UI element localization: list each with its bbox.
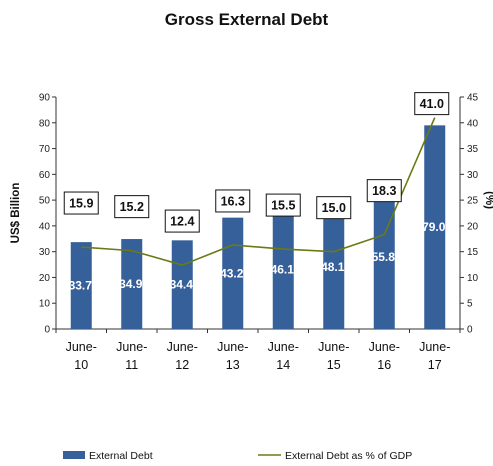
x-tick-label-line1: June- — [369, 340, 400, 354]
y-tick-label: 0 — [44, 325, 50, 336]
y2-tick-label: 10 — [467, 273, 479, 284]
pct-label-text: 16.3 — [221, 194, 245, 208]
pct-label: 15.0 — [316, 196, 352, 220]
bar — [424, 125, 446, 329]
bar — [121, 239, 143, 329]
axes: 0 10 20 30 40 50 60 70 80 90 0 5 10 15 20 25 30 35 40 45 — [39, 93, 479, 336]
y-tick-label: 40 — [39, 221, 51, 232]
bar — [323, 205, 345, 329]
y-axis-title-text: US$ Billion — [10, 183, 22, 244]
y-tick-label: 10 — [39, 299, 51, 310]
y2-tick-label: 15 — [467, 247, 479, 258]
pct-label: 41.0 — [414, 92, 450, 116]
bar — [70, 242, 92, 329]
bar-value-label: 43.2 — [220, 266, 244, 280]
bars — [70, 125, 446, 329]
x-tick-label-line2: 17 — [428, 358, 442, 372]
bar-value-label: 79.0 — [422, 220, 446, 234]
bar-value-label: 55.8 — [372, 250, 396, 264]
pct-label-text: 12.4 — [170, 215, 194, 229]
pct-label-text: 41.0 — [420, 97, 444, 111]
x-tick-label-line1: June- — [217, 340, 248, 354]
pct-label: 18.3 — [366, 179, 402, 203]
x-tick-label-line1: June- — [66, 340, 97, 354]
x-tick-label-line2: 12 — [175, 358, 189, 372]
pct-label-box — [164, 209, 200, 233]
y2-tick-label: 30 — [467, 170, 479, 181]
y-axis-title: US$ Billion — [10, 183, 22, 244]
x-tick-label-line2: 15 — [327, 358, 341, 372]
y2-tick-label: 20 — [467, 221, 479, 232]
y-tick-label: 60 — [39, 170, 51, 181]
pct-label-text: 15.5 — [271, 199, 295, 213]
pct-label: 15.5 — [265, 193, 301, 217]
x-tick-label-line2: 13 — [226, 358, 240, 372]
pct-label-box — [316, 196, 352, 220]
line-series — [81, 117, 436, 266]
pct-label-text: 15.0 — [322, 201, 346, 215]
y2-tick-label: 35 — [467, 144, 479, 155]
pct-labels: 15.9 15.2 12.4 16.3 15.5 15.0 18.3 41.0 — [63, 92, 450, 233]
pct-label-box — [114, 195, 150, 219]
legend-swatch-bar — [63, 451, 85, 459]
y2-tick-label: 0 — [467, 325, 473, 336]
y-tick-label: 30 — [39, 247, 51, 258]
pct-label: 16.3 — [215, 189, 251, 213]
x-tick-label-line1: June- — [167, 340, 198, 354]
pct-label: 12.4 — [164, 209, 200, 233]
pct-label-box — [63, 191, 99, 215]
y2-tick-label: 25 — [467, 196, 479, 207]
bar-value-label: 48.1 — [321, 260, 345, 274]
pct-label-text: 15.2 — [120, 200, 144, 214]
x-tick-label-line2: 14 — [276, 358, 290, 372]
legend: External Debt External Debt as % of GDP — [63, 450, 412, 462]
bar-value-label: 34.4 — [170, 278, 194, 292]
y2-tick-label: 5 — [467, 299, 473, 310]
pct-label-text: 15.9 — [69, 197, 93, 211]
gdp-line — [81, 117, 436, 266]
y-tick-label: 50 — [39, 196, 51, 207]
pct-label-box — [366, 179, 402, 203]
x-tick-label-line2: 10 — [74, 358, 88, 372]
pct-label: 15.9 — [63, 191, 99, 215]
pct-label-box — [265, 193, 301, 217]
pct-label-box — [215, 189, 251, 213]
bar-labels: 33.7 34.9 34.4 43.2 46.1 48.1 55.8 79.0 — [69, 220, 446, 292]
y-tick-label: 90 — [39, 93, 51, 104]
bar-value-label: 46.1 — [271, 263, 295, 277]
y2-tick-label: 45 — [467, 93, 479, 104]
bar — [272, 210, 294, 329]
x-tick-label-line1: June- — [116, 340, 147, 354]
x-tick-label-line2: 16 — [377, 358, 391, 372]
y2-axis-title: (%) — [483, 191, 493, 209]
legend-label-line: External Debt as % of GDP — [285, 450, 412, 462]
pct-label-box — [414, 92, 450, 116]
chart-title: Gross External Debt — [164, 10, 329, 29]
y-tick-label: 20 — [39, 273, 51, 284]
legend-label-bar: External Debt — [89, 450, 153, 462]
y-tick-label: 80 — [39, 118, 51, 129]
pct-label: 15.2 — [114, 195, 150, 219]
x-tick-label-line1: June- — [268, 340, 299, 354]
pct-label-text: 18.3 — [372, 184, 396, 198]
x-tick-label-line2: 11 — [125, 358, 138, 372]
bar-value-label: 34.9 — [119, 277, 143, 291]
y-tick-label: 70 — [39, 144, 51, 155]
y2-tick-label: 40 — [467, 118, 479, 129]
bar-value-label: 33.7 — [69, 279, 93, 293]
x-labels: June- 10 June- 11 June- 12 June- 13 June- 14 June-… — [66, 340, 451, 372]
x-tick-label-line1: June- — [318, 340, 349, 354]
x-tick-label-line1: June- — [419, 340, 450, 354]
y2-axis-title-text: (%) — [483, 191, 493, 209]
